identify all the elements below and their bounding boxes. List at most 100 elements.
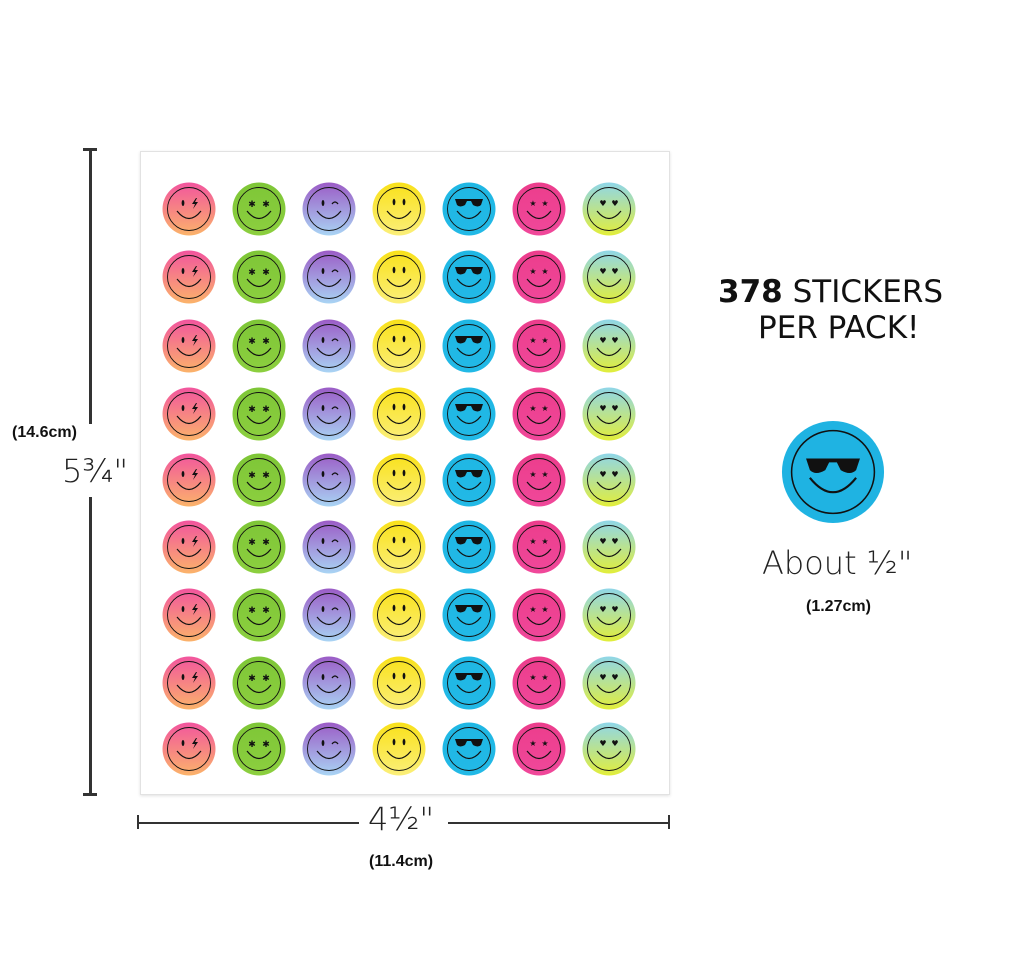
star-eyes-smiley-icon: ★ ★ bbox=[512, 588, 566, 642]
wink-smiley-icon bbox=[302, 520, 356, 574]
svg-text:✱: ✱ bbox=[262, 740, 270, 750]
star-eyes-smiley-icon: ★ ★ bbox=[512, 453, 566, 507]
star-eyes-smiley-icon: ★ ★ bbox=[512, 182, 566, 236]
flower-eyes-smiley-icon: ✱ ✱ bbox=[232, 250, 286, 304]
height-inch-label: 5¾" bbox=[62, 452, 129, 490]
svg-text:♥: ♥ bbox=[599, 404, 606, 413]
headline-line2: PER PACK! bbox=[758, 310, 920, 346]
wink-smiley-icon bbox=[302, 387, 356, 441]
svg-text:✱: ✱ bbox=[248, 740, 256, 750]
width-dimension-line-right bbox=[448, 822, 670, 824]
svg-text:★: ★ bbox=[529, 199, 536, 208]
sunglasses-smiley-icon bbox=[442, 387, 496, 441]
svg-text:✱: ✱ bbox=[262, 268, 270, 278]
height-cm-label: (14.6cm) bbox=[12, 424, 77, 441]
svg-text:★: ★ bbox=[541, 673, 548, 682]
svg-text:✱: ✱ bbox=[248, 471, 256, 481]
lightning-eye-smiley-icon bbox=[162, 588, 216, 642]
height-dimension-bottom-tick bbox=[83, 793, 97, 796]
svg-text:★: ★ bbox=[529, 673, 536, 682]
star-eyes-smiley-icon: ★ ★ bbox=[512, 520, 566, 574]
wink-smiley-icon bbox=[302, 250, 356, 304]
headline-line1: STICKERS bbox=[792, 274, 944, 310]
svg-text:♥: ♥ bbox=[611, 336, 618, 345]
sticker-sheet: ✱ ✱ ★ ★ ♥ ♥ ✱ ✱ ★ ★ ♥ ♥ ✱ ✱ ★ ★ ♥ ♥ ✱ ✱ ★ ★ ♥ ♥ ✱ ✱ ★ ★ ♥ ♥ ✱ ✱ ★ ★ ♥ ♥ ✱ ✱ ★ ★… bbox=[140, 151, 670, 795]
lightning-eye-smiley-icon bbox=[162, 453, 216, 507]
lightning-eye-smiley-icon bbox=[162, 520, 216, 574]
width-cm-label: (11.4cm) bbox=[369, 853, 434, 870]
sunglasses-smiley-icon bbox=[442, 656, 496, 710]
classic-smiley-icon bbox=[372, 588, 426, 642]
svg-text:♥: ♥ bbox=[599, 470, 606, 479]
svg-text:♥: ♥ bbox=[599, 605, 606, 614]
classic-smiley-icon bbox=[372, 182, 426, 236]
svg-text:♥: ♥ bbox=[611, 470, 618, 479]
svg-text:♥: ♥ bbox=[599, 537, 606, 546]
star-eyes-smiley-icon: ★ ★ bbox=[512, 656, 566, 710]
sticker-size-cm-label: (1.27cm) bbox=[806, 598, 871, 615]
svg-text:✱: ✱ bbox=[248, 538, 256, 548]
svg-text:★: ★ bbox=[529, 605, 536, 614]
wink-smiley-icon bbox=[302, 588, 356, 642]
star-eyes-smiley-icon: ★ ★ bbox=[512, 722, 566, 776]
wink-smiley-icon bbox=[302, 453, 356, 507]
svg-text:★: ★ bbox=[529, 537, 536, 546]
star-eyes-smiley-icon: ★ ★ bbox=[512, 250, 566, 304]
svg-text:♥: ♥ bbox=[611, 673, 618, 682]
width-dimension-line-left bbox=[137, 822, 359, 824]
wink-smiley-icon bbox=[302, 182, 356, 236]
lightning-eye-smiley-icon bbox=[162, 319, 216, 373]
svg-text:★: ★ bbox=[529, 267, 536, 276]
lightning-eye-smiley-icon bbox=[162, 722, 216, 776]
classic-smiley-icon bbox=[372, 250, 426, 304]
svg-text:★: ★ bbox=[529, 404, 536, 413]
classic-smiley-icon bbox=[372, 453, 426, 507]
heart-eyes-smiley-icon: ♥ ♥ bbox=[582, 182, 636, 236]
width-dimension-right-tick bbox=[668, 815, 670, 829]
svg-text:✱: ✱ bbox=[248, 337, 256, 347]
flower-eyes-smiley-icon: ✱ ✱ bbox=[232, 387, 286, 441]
svg-text:★: ★ bbox=[541, 404, 548, 413]
classic-smiley-icon bbox=[372, 387, 426, 441]
svg-text:★: ★ bbox=[529, 470, 536, 479]
flower-eyes-smiley-icon: ✱ ✱ bbox=[232, 453, 286, 507]
svg-text:♥: ♥ bbox=[599, 267, 606, 276]
svg-text:★: ★ bbox=[541, 470, 548, 479]
sunglasses-smiley-icon bbox=[442, 319, 496, 373]
heart-eyes-smiley-icon: ♥ ♥ bbox=[582, 520, 636, 574]
wink-smiley-icon bbox=[302, 722, 356, 776]
sticker-size-label: About ½" bbox=[762, 544, 913, 582]
svg-text:♥: ♥ bbox=[611, 199, 618, 208]
svg-text:✱: ✱ bbox=[262, 471, 270, 481]
heart-eyes-smiley-icon: ♥ ♥ bbox=[582, 319, 636, 373]
svg-text:✱: ✱ bbox=[262, 606, 270, 616]
svg-text:✱: ✱ bbox=[262, 200, 270, 210]
svg-text:✱: ✱ bbox=[248, 200, 256, 210]
flower-eyes-smiley-icon: ✱ ✱ bbox=[232, 520, 286, 574]
sunglasses-smiley-icon bbox=[442, 182, 496, 236]
flower-eyes-smiley-icon: ✱ ✱ bbox=[232, 656, 286, 710]
flower-eyes-smiley-icon: ✱ ✱ bbox=[232, 722, 286, 776]
star-eyes-smiley-icon: ★ ★ bbox=[512, 387, 566, 441]
lightning-eye-smiley-icon bbox=[162, 387, 216, 441]
wink-smiley-icon bbox=[302, 656, 356, 710]
svg-text:✱: ✱ bbox=[262, 674, 270, 684]
flower-eyes-smiley-icon: ✱ ✱ bbox=[232, 588, 286, 642]
classic-smiley-icon bbox=[372, 319, 426, 373]
sunglasses-smiley-icon bbox=[442, 722, 496, 776]
featured-sunglasses-smiley-icon bbox=[781, 420, 885, 524]
svg-text:★: ★ bbox=[529, 336, 536, 345]
sunglasses-smiley-icon bbox=[442, 453, 496, 507]
wink-smiley-icon bbox=[302, 319, 356, 373]
svg-text:♥: ♥ bbox=[611, 739, 618, 748]
sticker-count: 378 bbox=[718, 274, 783, 310]
svg-text:♥: ♥ bbox=[611, 404, 618, 413]
svg-text:♥: ♥ bbox=[599, 336, 606, 345]
heart-eyes-smiley-icon: ♥ ♥ bbox=[582, 453, 636, 507]
svg-text:✱: ✱ bbox=[262, 405, 270, 415]
classic-smiley-icon bbox=[372, 722, 426, 776]
flower-eyes-smiley-icon: ✱ ✱ bbox=[232, 182, 286, 236]
heart-eyes-smiley-icon: ♥ ♥ bbox=[582, 250, 636, 304]
heart-eyes-smiley-icon: ♥ ♥ bbox=[582, 387, 636, 441]
svg-text:★: ★ bbox=[529, 739, 536, 748]
